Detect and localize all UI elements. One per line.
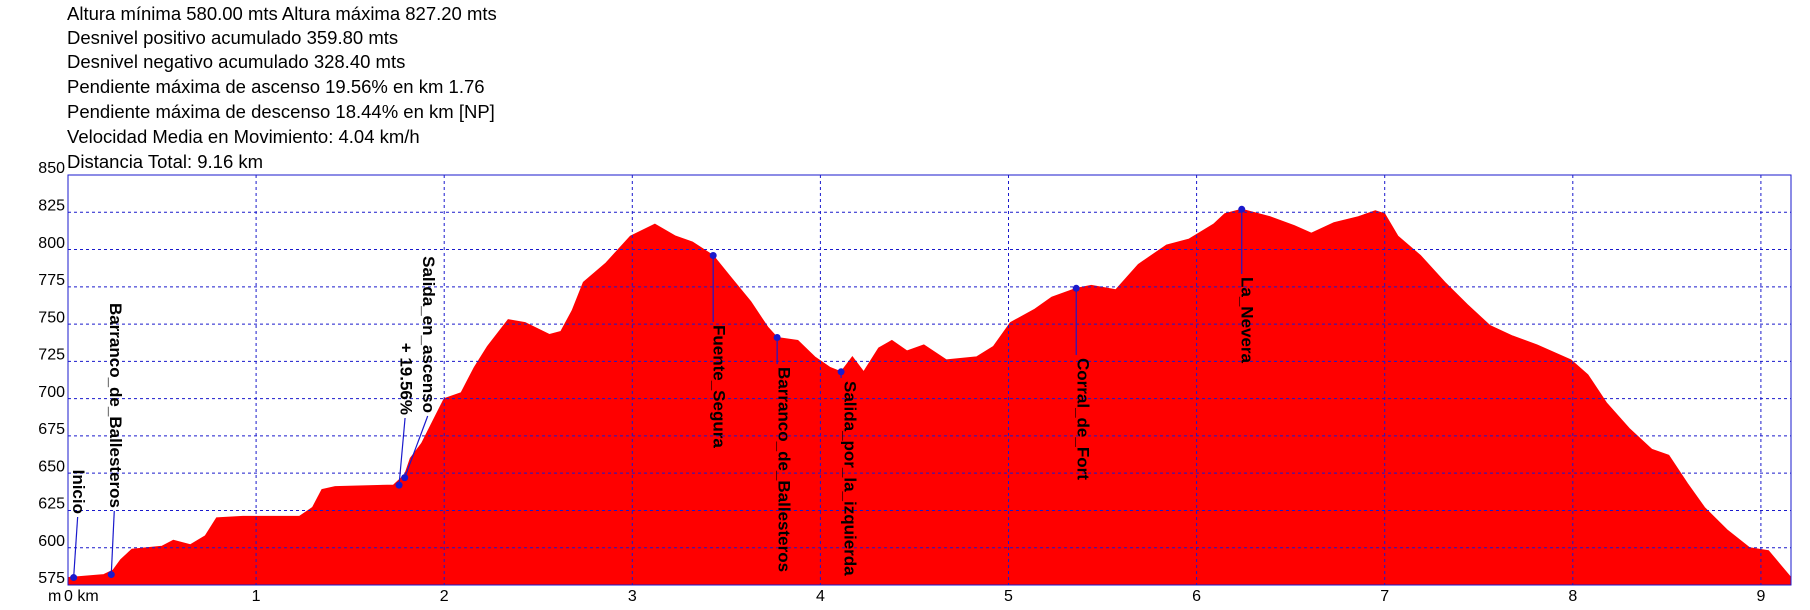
y-tick-label: 775 [38,272,65,289]
x-tick-label: 0 km [64,588,99,605]
y-tick-label: 625 [38,496,65,513]
leader-line [398,417,406,486]
waypoint-label: Barranco_de_Ballesteros [106,303,125,508]
y-tick-label: 725 [38,347,65,364]
header-line: Pendiente máxima de descenso 18.44% en k… [67,101,495,122]
header-line: Velocidad Media en Movimiento: 4.04 km/h [67,126,420,147]
waypoint-marker [107,571,115,579]
waypoint-marker [401,474,409,482]
waypoint-label: + 19.56% [397,343,416,415]
waypoint-marker [837,368,845,376]
leader-line [110,510,115,575]
header-line: Distancia Total: 9.16 km [67,151,263,172]
x-tick-label: 8 [1568,588,1577,605]
x-tick-label: 6 [1192,588,1201,605]
leader-line [404,415,429,478]
y-tick-label: 575 [38,570,65,587]
waypoint-label: Salida_en_ascenso [419,256,438,413]
header-line: Altura mínima 580.00 mts Altura máxima 8… [67,3,497,24]
waypoint-label: Inicio [69,470,88,514]
waypoint-marker [1072,284,1080,292]
y-tick-label: 850 [38,160,65,177]
x-tick-label: 3 [628,588,637,605]
waypoint-marker [395,481,403,489]
waypoint-marker [70,574,78,582]
waypoint-label: Corral_de_Fort [1074,358,1093,480]
waypoint-label: Salida_por_la_izquierda [841,381,860,576]
waypoint-label: Fuente_Segura [710,325,729,448]
leader-line [73,516,79,578]
elevation-area [67,208,1792,586]
x-tick-label: 2 [440,588,449,605]
x-tick-label: 9 [1756,588,1765,605]
y-axis-unit: m [48,588,61,605]
y-tick-label: 800 [38,235,65,252]
y-tick-label: 650 [38,458,65,475]
header-line: Desnivel positivo acumulado 359.80 mts [67,27,398,48]
y-tick-label: 700 [38,384,65,401]
y-tick-label: 750 [38,309,65,326]
x-tick-label: 4 [816,588,825,605]
header-line: Desnivel negativo acumulado 328.40 mts [67,51,405,72]
waypoint-label: La_Nevera [1237,277,1256,364]
x-tick-label: 1 [252,588,261,605]
waypoint-marker [773,334,781,342]
y-tick-label: 600 [38,533,65,550]
header-line: Pendiente máxima de ascenso 19.56% en km… [67,76,485,97]
waypoint-marker [709,252,717,260]
waypoint-label: Barranco_de_Ballesteros [775,367,794,572]
x-tick-label: 5 [1004,588,1013,605]
waypoint-marker [1238,205,1246,213]
plot-border [67,174,1792,586]
x-tick-label: 7 [1380,588,1389,605]
y-tick-label: 825 [38,197,65,214]
y-tick-label: 675 [38,421,65,438]
